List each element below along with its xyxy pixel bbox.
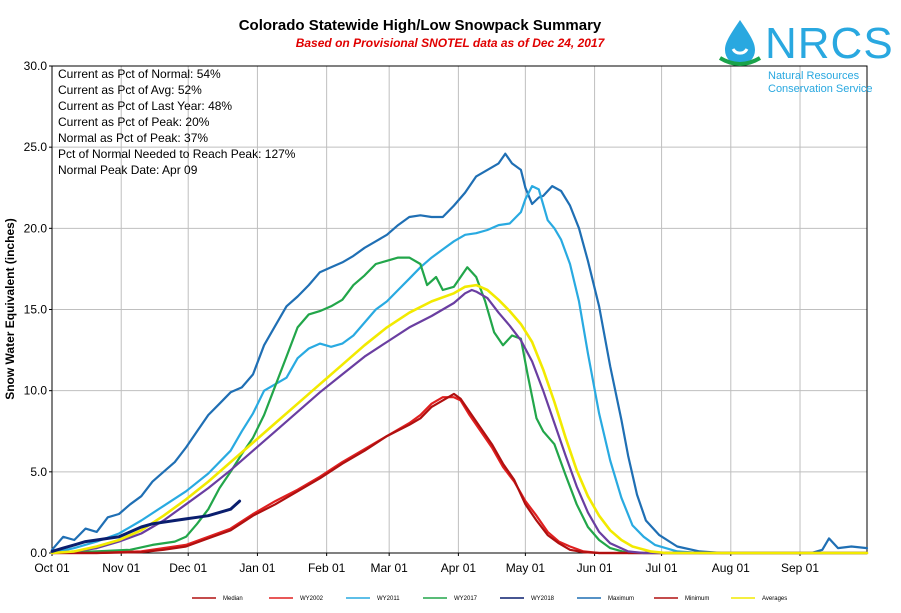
stat-line: Current as Pct of Avg: 52% xyxy=(58,83,202,97)
x-tick-label: Nov 01 xyxy=(102,561,140,575)
stat-line: Pct of Normal Needed to Reach Peak: 127% xyxy=(58,147,296,161)
legend-label: Averages xyxy=(762,596,787,602)
x-tick-label: Sep 01 xyxy=(781,561,819,575)
series-line-wy2011 xyxy=(50,185,869,555)
logo-wordmark: NRCS xyxy=(765,19,894,68)
stat-line: Current as Pct of Last Year: 48% xyxy=(58,99,232,113)
x-tick-label: Aug 01 xyxy=(712,561,750,575)
x-tick-label: Mar 01 xyxy=(370,561,408,575)
x-tick-label: Jul 01 xyxy=(646,561,678,575)
y-tick-label: 25.0 xyxy=(24,140,48,154)
y-axis: 0.0 5.0 10.0 15.0 20.0 25.0 30.0 xyxy=(24,59,52,560)
legend-label: Median xyxy=(223,596,243,602)
y-tick-label: 15.0 xyxy=(24,303,48,317)
legend-label: WY2011 xyxy=(377,596,400,602)
series-lines xyxy=(50,152,869,555)
stat-line: Current as Pct of Normal: 54% xyxy=(58,67,221,81)
x-tick-label: Apr 01 xyxy=(441,561,477,575)
series-line-wy2018 xyxy=(50,499,242,553)
x-tick-label: Jan 01 xyxy=(239,561,275,575)
x-tick-label: May 01 xyxy=(506,561,546,575)
x-axis: Oct 01 Nov 01 Dec 01 Jan 01 Feb 01 Mar 01 Apr … xyxy=(34,553,819,575)
chart-subtitle: Based on Provisional SNOTEL data as of D… xyxy=(296,36,606,50)
y-tick-label: 30.0 xyxy=(24,59,48,73)
stat-line: Current as Pct of Peak: 20% xyxy=(58,115,210,129)
water-drop-icon xyxy=(718,20,762,66)
y-tick-label: 5.0 xyxy=(30,465,47,479)
series-line-minimum xyxy=(50,392,869,555)
series-line-median xyxy=(50,288,869,555)
stats-box: Current as Pct of Normal: 54% Current as … xyxy=(58,67,296,177)
y-tick-label: 0.0 xyxy=(30,546,47,560)
y-tick-label: 20.0 xyxy=(24,221,48,235)
logo-line-1: Natural Resources xyxy=(768,70,860,82)
legend-label: WY2018 xyxy=(531,596,555,602)
legend-label: Maximum xyxy=(608,596,634,602)
y-axis-label: Snow Water Equivalent (inches) xyxy=(3,218,17,400)
x-tick-label: Dec 01 xyxy=(169,561,207,575)
series-line-wy2017 xyxy=(50,256,869,555)
nrcs-logo: NRCS Natural Resources Conservation Serv… xyxy=(718,19,894,95)
legend-label: Minimum xyxy=(685,596,709,602)
legend-label: WY2002 xyxy=(300,596,324,602)
series-line-averages xyxy=(50,283,869,555)
legend: Median WY2002 WY2011 WY2017 WY2018 Maximum Min… xyxy=(192,596,787,602)
y-tick-label: 10.0 xyxy=(24,384,48,398)
x-tick-label: Jun 01 xyxy=(577,561,613,575)
stat-line: Normal Peak Date: Apr 09 xyxy=(58,163,198,177)
grid xyxy=(52,66,867,553)
chart-title: Colorado Statewide High/Low Snowpack Sum… xyxy=(239,17,602,34)
logo-line-2: Conservation Service xyxy=(768,83,873,95)
x-tick-label: Feb 01 xyxy=(308,561,346,575)
legend-label: WY2017 xyxy=(454,596,478,602)
stat-line: Normal as Pct of Peak: 37% xyxy=(58,131,208,145)
series-line-maximum xyxy=(50,152,869,555)
series-line-wy2002 xyxy=(50,396,869,555)
x-tick-label: Oct 01 xyxy=(34,561,70,575)
